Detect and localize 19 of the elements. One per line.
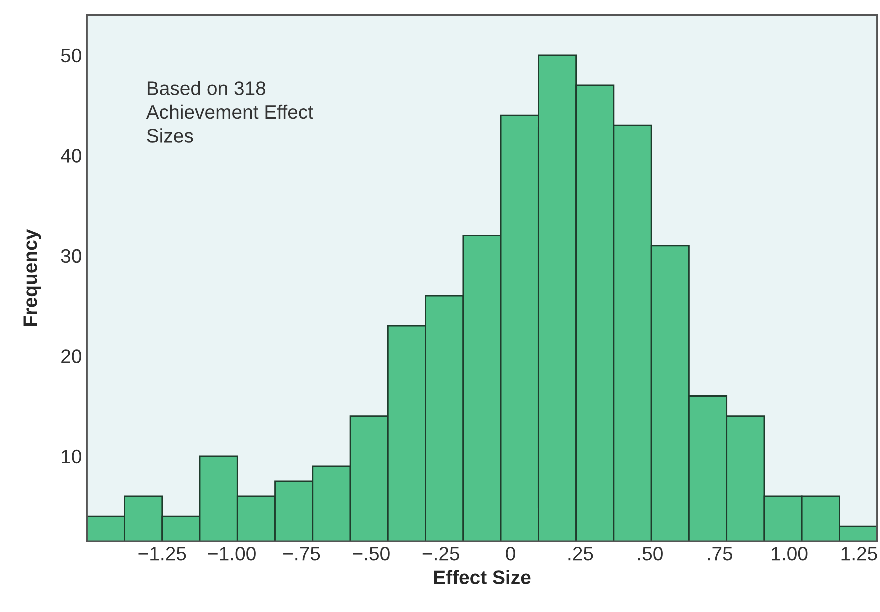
y-tick-label: 40 [61,149,82,163]
x-tick-label: −.50 [353,546,390,561]
x-tick-label: 0 [506,546,516,561]
x-tick-label: −1.00 [208,546,256,561]
x-tick-label: 1.00 [772,546,808,561]
x-tick-label: 1.25 [842,546,878,561]
y-tick-label: 20 [62,350,82,364]
y-tick-label: 30 [61,249,82,264]
x-axis-title: Effect Size [434,570,531,584]
x-tick-label: .25 [568,546,594,561]
annotation: Based on 318 Achievement Effect Sizes [146,81,314,143]
x-tick-label: −.75 [284,547,320,561]
y-axis-title: Frequency [24,229,42,326]
x-tick-label: −.25 [422,546,460,561]
y-tick-label: 10 [62,450,82,464]
y-tick-label: 50 [61,48,82,63]
x-tick-label: .50 [638,546,663,561]
x-tick-label: −1.25 [138,546,186,561]
x-tick-label: .75 [708,547,733,561]
